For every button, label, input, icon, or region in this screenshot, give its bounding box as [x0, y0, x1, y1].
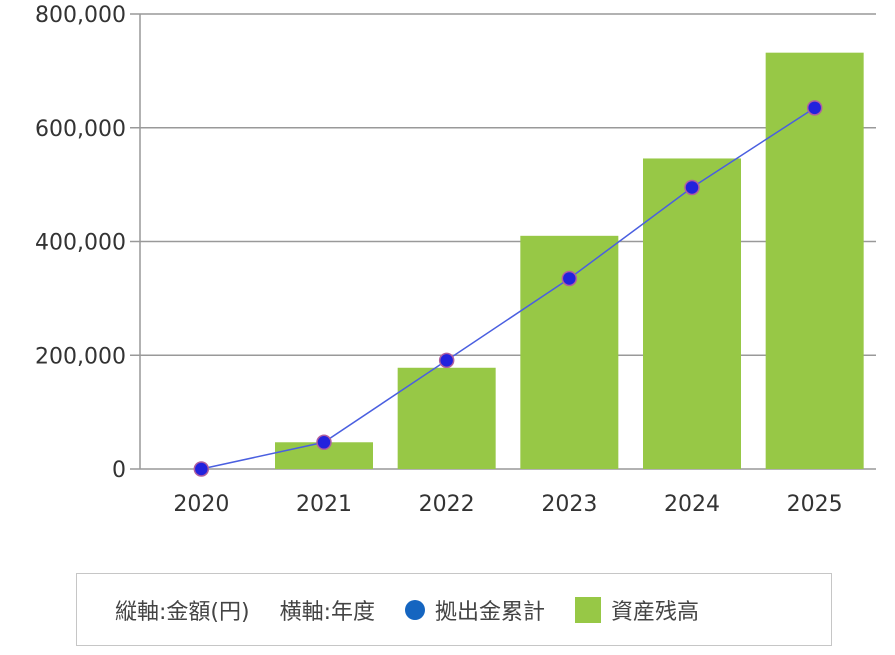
x-tick-label: 2020: [173, 492, 229, 517]
y-tick-label: 0: [112, 458, 126, 483]
x-tick-label: 2022: [419, 492, 475, 517]
data-point: [316, 434, 332, 451]
bar: [397, 367, 496, 469]
x-tick-label: 2021: [296, 492, 352, 517]
y-tick-label: 400,000: [35, 231, 126, 256]
y-tick-label: 200,000: [35, 344, 126, 369]
data-point: [561, 270, 578, 287]
y-tick-label: 800,000: [35, 3, 126, 28]
bar: [765, 52, 864, 470]
x-tick-label: 2025: [787, 492, 843, 517]
data-point: [684, 179, 700, 196]
data-point: [806, 100, 823, 116]
legend-line-entry: 拠出金累計: [405, 594, 545, 626]
legend-line-marker-icon: [405, 599, 426, 620]
legend-line-label: 拠出金累計: [435, 599, 546, 625]
x-tick-label: 2024: [664, 492, 720, 517]
x-tick-label: 2023: [541, 492, 597, 517]
series-line: [201, 107, 816, 470]
x-axis-note: 横軸:年度: [279, 599, 376, 625]
legend-bar-entry: 資産残高: [575, 594, 699, 626]
data-point: [438, 352, 455, 369]
y-axis-note: 縦軸:金額(円): [115, 599, 250, 625]
legend: 縦軸:金額(円) 横軸:年度 拠出金累計 資産残高: [76, 573, 832, 646]
legend-bar-swatch-icon: [575, 596, 602, 623]
legend-bar-label: 資産残高: [611, 599, 700, 625]
data-point: [193, 461, 210, 477]
bar: [643, 158, 741, 469]
y-tick-label: 600,000: [35, 117, 126, 142]
